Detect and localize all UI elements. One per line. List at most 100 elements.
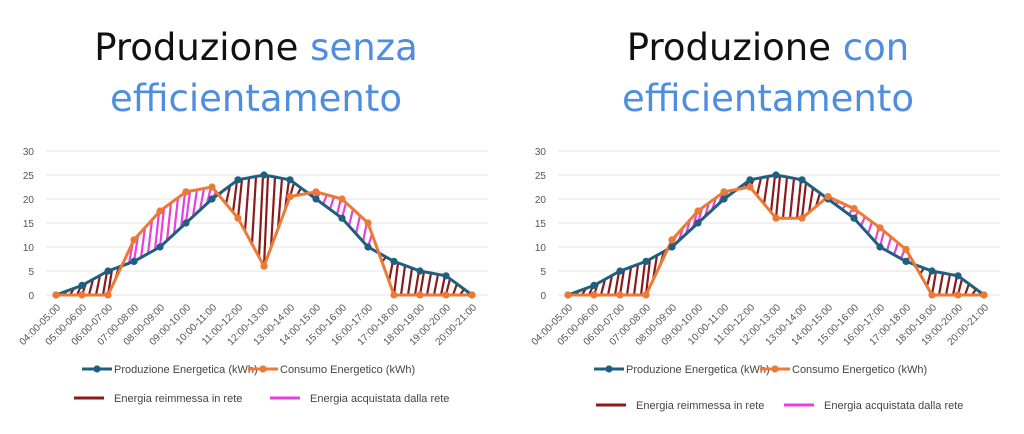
chart-title-accent: con xyxy=(842,26,910,69)
consumption-point xyxy=(954,291,962,299)
hatch-reimmessa xyxy=(451,283,459,296)
consumption-point xyxy=(980,291,988,299)
chart-title: Produzione con efficientamento xyxy=(512,22,1024,124)
consumption-point xyxy=(616,291,624,299)
hatch-acquistata xyxy=(859,216,867,227)
production-point xyxy=(746,176,754,184)
production-point xyxy=(668,243,676,251)
y-tick-label: 5 xyxy=(28,267,34,278)
y-tick-label: 5 xyxy=(540,267,546,278)
legend-acquistata-label: Energia acquistata dalla rete xyxy=(824,400,963,412)
hatch-reimmessa xyxy=(769,175,777,213)
production-point xyxy=(156,243,164,251)
consumption-point xyxy=(798,214,806,222)
production-point xyxy=(850,214,858,222)
hatch-reimmessa xyxy=(774,175,782,219)
production-point xyxy=(954,272,962,280)
production-point xyxy=(208,195,216,203)
hatch-reimmessa xyxy=(399,265,407,296)
production-point xyxy=(616,267,624,275)
consumption-point xyxy=(312,188,320,196)
chart-panel-con: Produzione con efficientamento 0 5 10 15 20 2… xyxy=(512,0,1024,434)
hatch-acquistata xyxy=(179,192,187,228)
hatch-reimmessa xyxy=(618,269,626,296)
production-point xyxy=(720,195,728,203)
hatch-reimmessa xyxy=(262,175,270,267)
legend-production-label: Produzione Energetica (kWh) xyxy=(626,364,770,376)
consumption-point xyxy=(590,291,598,299)
chart-title-accent: senza xyxy=(310,26,418,69)
hatch-reimmessa xyxy=(257,175,265,258)
hatch-acquistata xyxy=(347,208,355,227)
legend-consumption-marker xyxy=(259,365,267,373)
production-point xyxy=(390,257,398,265)
production-point xyxy=(364,243,372,251)
production-point xyxy=(130,257,138,265)
production-point xyxy=(876,243,884,251)
consumption-point xyxy=(130,236,138,244)
hatch-acquistata xyxy=(866,221,874,235)
chart-title-line1: Produzione senza xyxy=(0,22,512,73)
y-tick-label: 0 xyxy=(28,291,34,302)
hatch-reimmessa xyxy=(269,176,277,248)
chart-title-prefix: Produzione xyxy=(626,26,843,69)
y-tick-label: 30 xyxy=(535,147,547,158)
legend-production-label: Produzione Energetica (kWh) xyxy=(114,364,258,376)
chart-panel-senza: Produzione senza efficientamento 0 5 10 15 2… xyxy=(0,22,512,405)
legend-reimmessa-label: Energia reimmessa in rete xyxy=(636,400,764,412)
hatch-reimmessa xyxy=(432,274,440,296)
legend-reimmessa-label: Energia reimmessa in rete xyxy=(114,393,242,405)
production-point xyxy=(416,267,424,275)
y-tick-label: 30 xyxy=(23,147,35,158)
consumption-point xyxy=(442,291,450,299)
consumption-point xyxy=(182,188,190,196)
production-point xyxy=(442,272,450,280)
consumption-point xyxy=(746,183,754,191)
consumption-point xyxy=(234,214,242,222)
hatch-reimmessa xyxy=(781,176,789,219)
consumption-point xyxy=(772,214,780,222)
production-point xyxy=(694,219,702,227)
hatch-reimmessa xyxy=(606,275,614,296)
production-point xyxy=(104,267,112,275)
production-point xyxy=(182,219,190,227)
hatch-acquistata xyxy=(153,211,161,250)
hatch-reimmessa xyxy=(243,177,251,232)
hatch-acquistata xyxy=(885,236,893,252)
production-point xyxy=(234,176,242,184)
consumption-point xyxy=(104,291,112,299)
hatch-acquistata xyxy=(158,207,166,248)
hatch-reimmessa xyxy=(625,266,633,296)
legend-consumption-marker xyxy=(771,365,779,373)
hatch-reimmessa xyxy=(276,178,284,229)
y-tick-label: 15 xyxy=(23,219,35,230)
consumption-point xyxy=(902,245,910,253)
hatch-reimmessa xyxy=(807,187,815,213)
hatch-acquistata xyxy=(191,189,199,217)
production-point xyxy=(78,281,86,289)
consumption-point xyxy=(694,207,702,215)
hatch-reimmessa xyxy=(788,178,796,219)
chart-title: Produzione senza efficientamento xyxy=(0,22,512,124)
legend-production-marker xyxy=(93,365,101,373)
legend-acquistata-label: Energia acquistata dalla rete xyxy=(310,393,449,405)
consumption-point xyxy=(390,291,398,299)
hatch-reimmessa xyxy=(755,177,763,196)
consumption-point xyxy=(156,207,164,215)
production-point xyxy=(338,214,346,222)
chart-title-prefix: Produzione xyxy=(94,26,311,69)
hatch-acquistata xyxy=(328,196,336,210)
hatch-reimmessa xyxy=(101,271,109,296)
hatch-reimmessa xyxy=(418,271,426,296)
hatch-acquistata xyxy=(892,242,900,256)
consumption-point xyxy=(720,188,728,196)
y-tick-label: 20 xyxy=(23,195,35,206)
legend-consumption-label: Consumo Energetico (kWh) xyxy=(792,364,927,376)
hatch-reimmessa xyxy=(800,182,808,219)
y-tick-label: 15 xyxy=(535,219,547,230)
consumption-point xyxy=(468,291,476,299)
hatch-reimmessa xyxy=(406,267,414,296)
production-point xyxy=(928,267,936,275)
hatch-reimmessa xyxy=(795,179,803,219)
hatch-reimmessa xyxy=(930,271,938,296)
